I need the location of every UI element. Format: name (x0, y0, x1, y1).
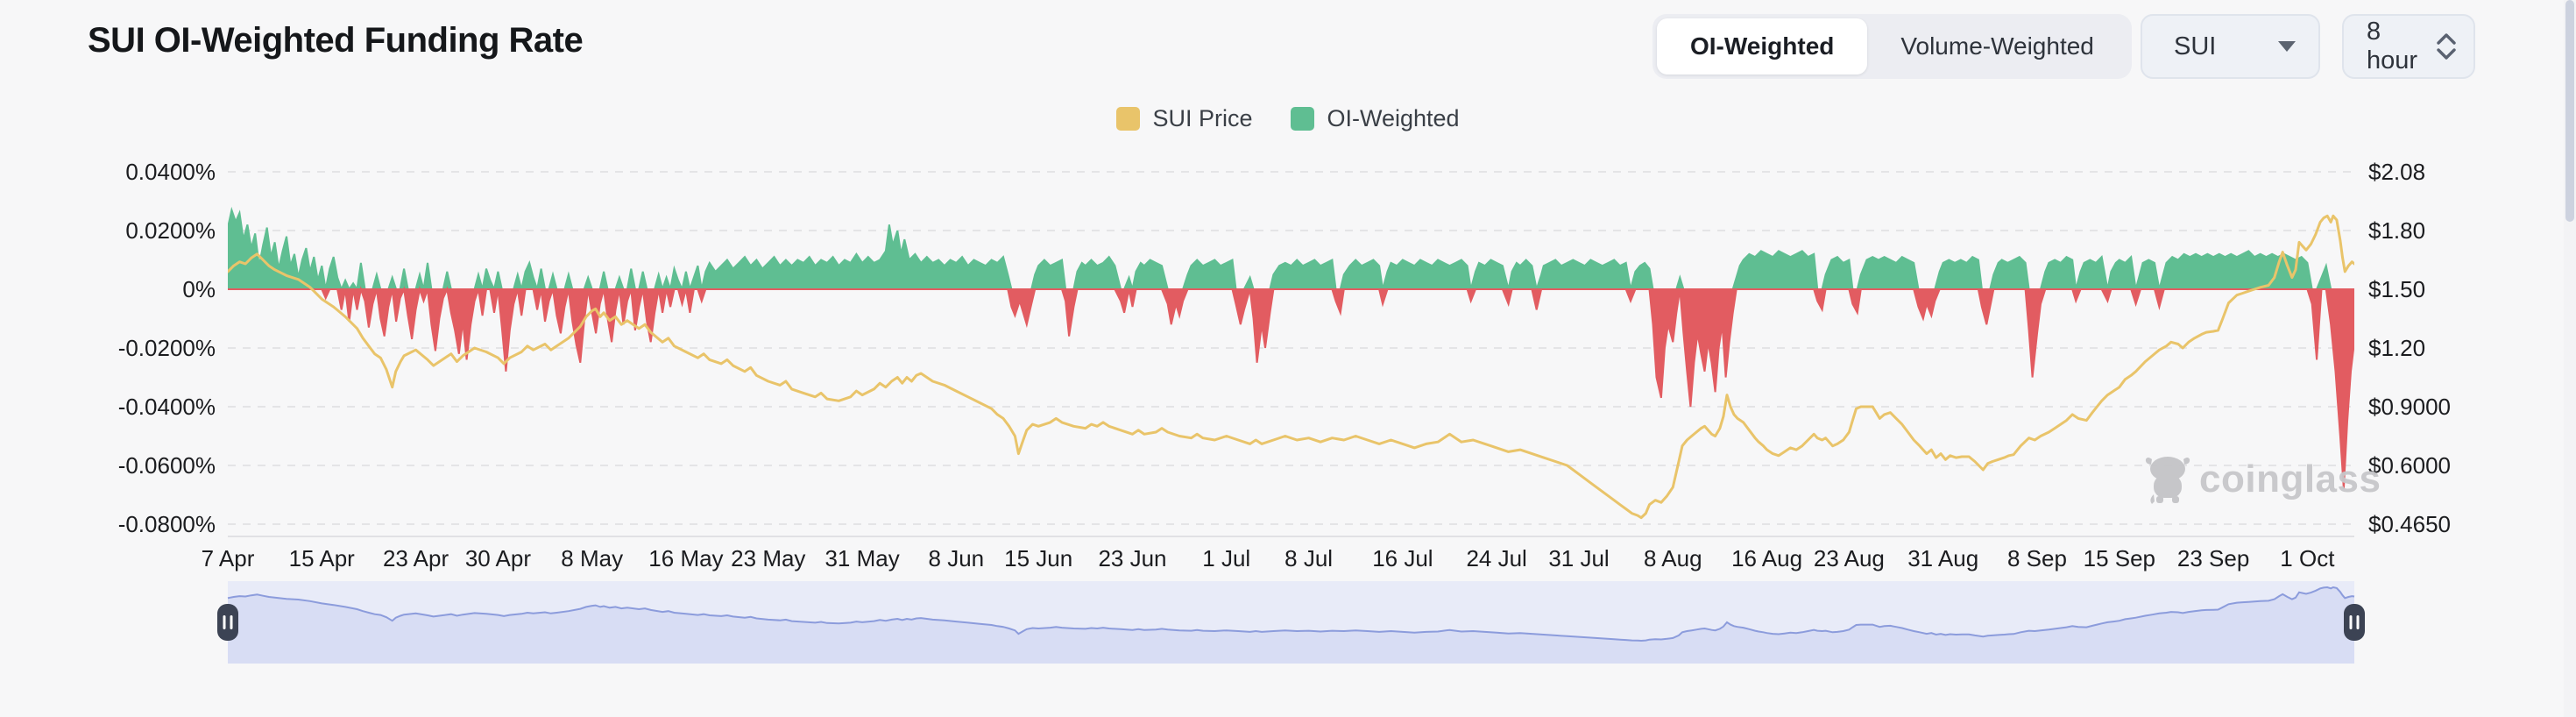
y-axis-left-label: 0% (182, 276, 216, 302)
coinglass-watermark: coinglass (2145, 454, 2381, 505)
x-axis-label: 16 May (648, 545, 723, 571)
x-axis-label: 8 Jul (1284, 545, 1333, 571)
chart-legend: SUI Price OI-Weighted (0, 105, 2576, 132)
y-axis-left-label: -0.0400% (118, 394, 216, 420)
x-axis-label: 7 Apr (202, 545, 255, 571)
y-axis-right-label: $0.6000 (2368, 452, 2451, 479)
navigator-handle-right[interactable] (2344, 604, 2365, 641)
tab-oi-weighted[interactable]: OI-Weighted (1657, 18, 1868, 75)
page-title: SUI OI-Weighted Funding Rate (88, 21, 584, 60)
y-axis-left-label: -0.0600% (118, 452, 216, 479)
y-axis-left-label: -0.0800% (118, 511, 216, 537)
plot-hover-area[interactable] (228, 163, 2354, 536)
legend-label: OI-Weighted (1327, 105, 1460, 131)
x-axis-label: 8 May (561, 545, 623, 571)
x-axis-label: 31 Aug (1907, 545, 1978, 571)
y-axis-right-label: $1.20 (2368, 335, 2425, 361)
tab-volume-weighted[interactable]: Volume-Weighted (1900, 32, 2094, 60)
watermark-text: coinglass (2199, 458, 2381, 500)
weighting-tabs: OI-Weighted Volume-Weighted (1652, 14, 2132, 79)
y-axis-right-label: $1.80 (2368, 217, 2425, 244)
y-axis-left-label: -0.0200% (118, 335, 216, 361)
x-axis-label: 31 Jul (1548, 545, 1609, 571)
y-axis-left-label: 0.0200% (125, 217, 216, 244)
legend-item-sui-price[interactable]: SUI Price (1116, 105, 1252, 132)
y-axis-right-label: $2.08 (2368, 159, 2425, 185)
x-axis-label: 24 Jul (1466, 545, 1526, 571)
x-axis-label: 16 Aug (1731, 545, 1802, 571)
y-axis-right-label: $0.4650 (2368, 511, 2451, 537)
x-axis-label: 23 Aug (1814, 545, 1885, 571)
browser-scrollbar (2564, 0, 2576, 717)
navigator-line (227, 586, 2355, 642)
x-axis-label: 31 May (824, 545, 899, 571)
x-axis-label: 8 Jun (929, 545, 985, 571)
funding-negative-area (228, 286, 2354, 489)
x-axis-label: 15 Apr (289, 545, 356, 571)
legend-label: SUI Price (1152, 105, 1253, 131)
oi-weighted-swatch (1291, 107, 1315, 131)
y-axis-right-label: $1.50 (2368, 276, 2425, 302)
x-axis-label: 1 Oct (2280, 545, 2335, 571)
scrollbar-thumb[interactable] (2565, 0, 2574, 222)
coin-select-value: SUI (2174, 32, 2217, 60)
legend-item-oi-weighted[interactable]: OI-Weighted (1291, 105, 1460, 132)
x-axis-label: 1 Jul (1202, 545, 1250, 571)
navigator-handle-left[interactable] (217, 604, 238, 641)
up-down-chevrons-icon (2435, 31, 2458, 62)
chevron-down-icon (2278, 41, 2296, 52)
x-axis-label: 16 Jul (1372, 545, 1433, 571)
y-axis-left-label: 0.0400% (125, 159, 216, 185)
y-axis-right-label: $0.9000 (2368, 394, 2451, 420)
x-axis-label: 8 Aug (1644, 545, 1702, 571)
x-axis-label: 15 Jun (1004, 545, 1072, 571)
sui-price-line (228, 214, 2354, 520)
x-axis-label: 15 Sep (2084, 545, 2155, 571)
x-axis-label: 8 Sep (2007, 545, 2067, 571)
sui-price-swatch (1116, 107, 1141, 131)
navigator-area (228, 587, 2354, 664)
interval-select[interactable]: 8 hour (2342, 14, 2475, 79)
x-axis-label: 23 Sep (2177, 545, 2249, 571)
coin-select[interactable]: SUI (2141, 14, 2320, 79)
interval-select-value: 8 hour (2367, 18, 2418, 75)
x-axis-label: 23 Jun (1098, 545, 1166, 571)
x-axis-label: 30 Apr (465, 545, 532, 571)
x-axis-label: 23 Apr (383, 545, 449, 571)
coinglass-mascot-icon (2145, 457, 2190, 504)
x-axis-label: 23 May (731, 545, 805, 571)
